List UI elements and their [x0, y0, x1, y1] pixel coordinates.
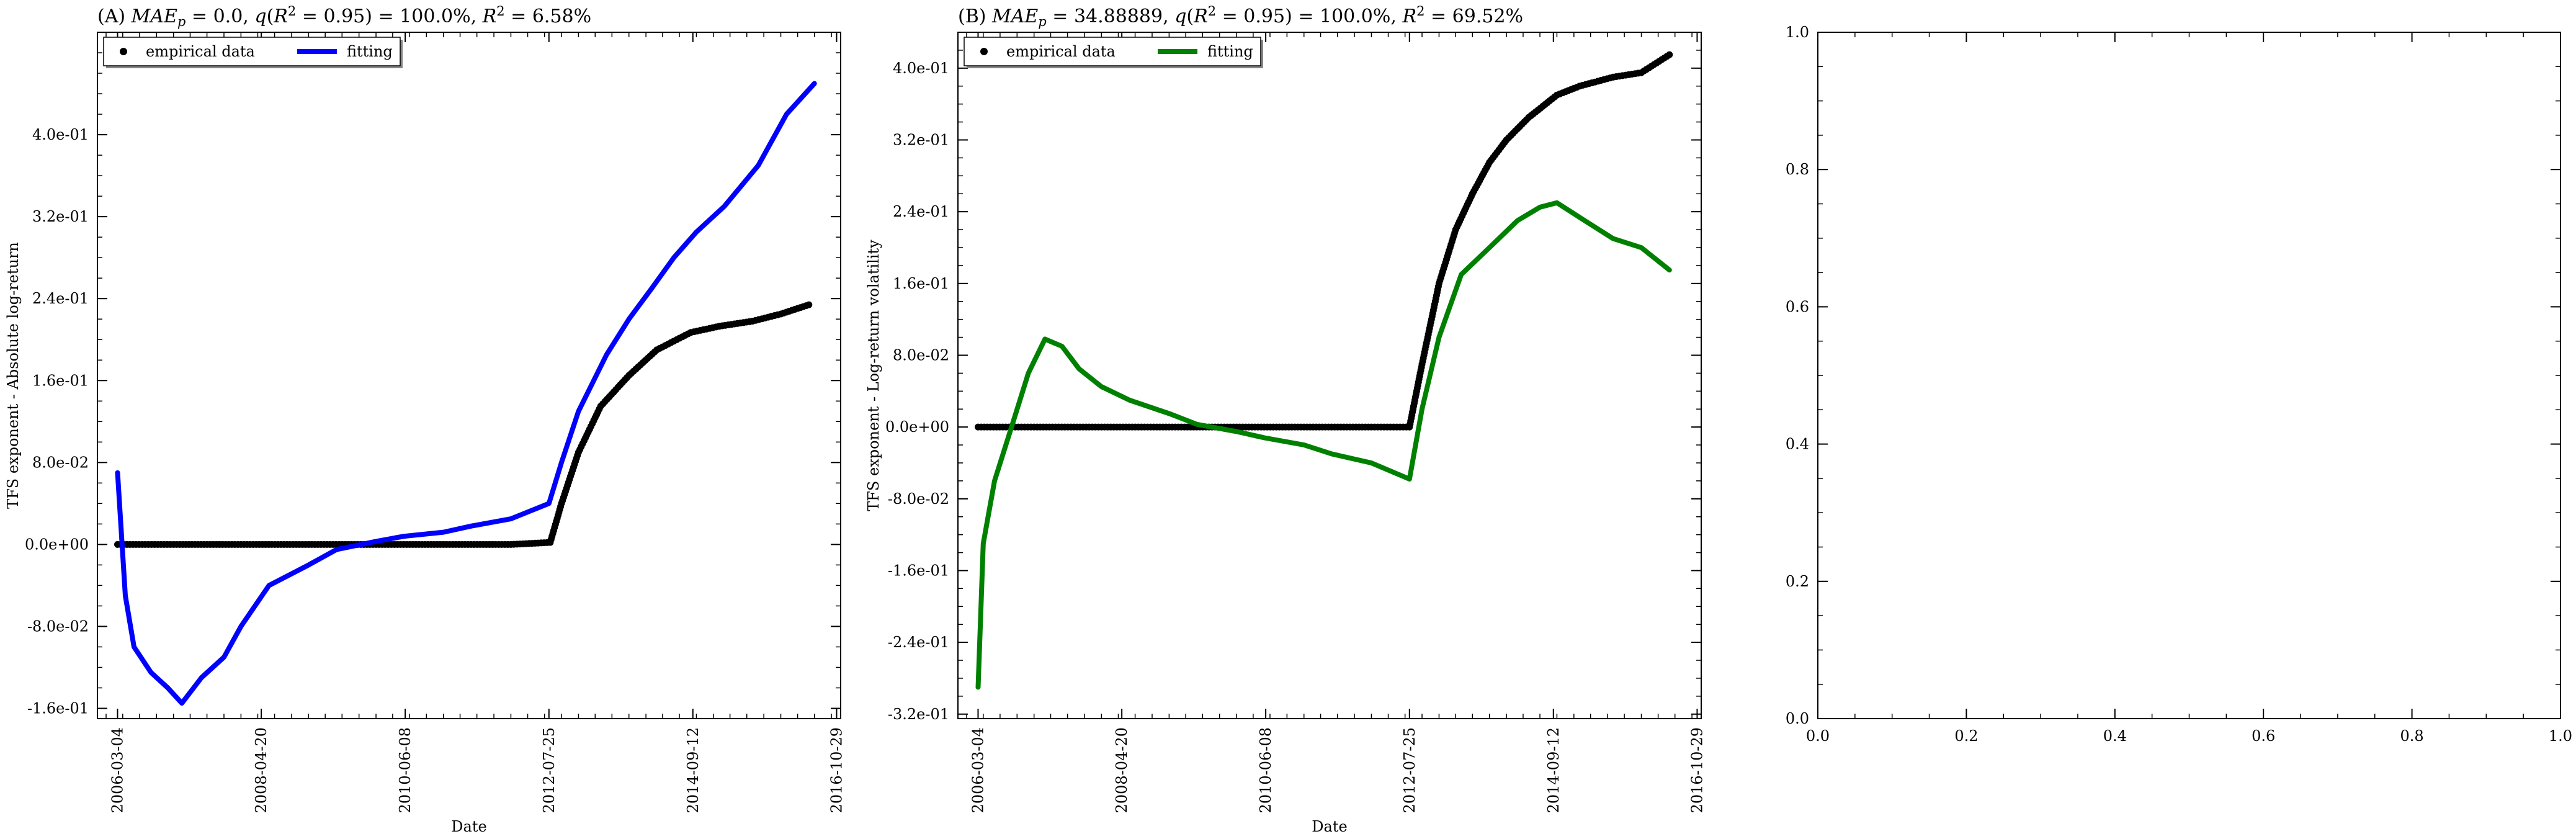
legend-label-empirical: empirical data	[1006, 43, 1116, 60]
y-tick-label: 4.0e-01	[32, 126, 89, 143]
panel-c: 0.0 0.2 0.4 0.6 0.8 1.0 0.0 0.2 0.4 0.6 0.8 1.0	[1786, 24, 2572, 745]
legend-box	[103, 37, 401, 66]
x-tick-label: 0.2	[1954, 727, 1978, 745]
x-tick-label: 2010-06-08	[396, 727, 414, 813]
y-tick-label: 0.0e+00	[885, 418, 949, 436]
panel-title: (B) MAEp = 34.88889, q(R2 = 0.95) = 100.…	[958, 4, 1523, 29]
y-tick-label: 0.2	[1786, 573, 1809, 590]
y-tick-label: 1.6e-01	[32, 372, 89, 389]
x-tick-label: 2008-04-20	[253, 727, 270, 813]
x-tick-label: 2014-09-12	[1545, 727, 1562, 813]
data-point	[1666, 51, 1673, 58]
plot-frame	[957, 32, 1702, 719]
y-tick-label: -8.0e-02	[888, 490, 949, 508]
y-tick-label: 0.6	[1786, 298, 1809, 315]
x-tick-label: 2006-03-04	[969, 727, 986, 813]
y-tick-label: 1.0	[1786, 24, 1809, 41]
y-tick-label: -1.6e-01	[888, 562, 949, 579]
plot-frame	[1817, 32, 2561, 719]
x-tick-label: 0.8	[2400, 727, 2424, 745]
y-tick-label: -2.4e-01	[888, 634, 949, 651]
legend-label-fitting: fitting	[347, 43, 393, 60]
fitting-line	[975, 200, 1672, 690]
y-tick-label: 0.8	[1786, 161, 1809, 178]
x-tick-label: 2016-10-29	[1688, 727, 1706, 813]
legend-label-fitting: fitting	[1207, 43, 1253, 60]
plot-frame	[97, 32, 841, 719]
y-tick-label: 3.2e-01	[893, 131, 949, 148]
x-tick-label: 0.0	[1806, 727, 1830, 745]
legend: empirical data fitting	[103, 37, 403, 68]
y-tick-label: 1.6e-01	[893, 275, 949, 292]
series-empirical-data	[114, 301, 813, 548]
y-tick-label: -8.0e-02	[27, 617, 89, 635]
y-tick-label: 2.4e-01	[893, 203, 949, 220]
y-tick-label: -1.6e-01	[27, 699, 89, 717]
y-tick-label: 3.2e-01	[32, 208, 89, 225]
legend-marker-empirical	[120, 48, 127, 55]
x-tick-label: 2016-10-29	[828, 727, 845, 813]
legend-box	[964, 37, 1261, 66]
fitting-line	[115, 81, 817, 706]
y-axis-label: TFS exponent - Log-return volatility	[865, 240, 882, 511]
x-tick-label: 1.0	[2549, 727, 2572, 745]
y-tick-label: 8.0e-02	[32, 454, 89, 471]
x-tick-label: 2012-07-25	[1401, 727, 1418, 813]
y-tick-label: 0.0e+00	[25, 536, 89, 553]
x-tick-label: 2008-04-20	[1113, 727, 1130, 813]
panel-b: 2006-03-04 2008-04-20 2010-06-08 2012-07-25…	[865, 4, 1706, 835]
panel-a: 2006-03-04 2008-04-20 2010-06-08 2012-07-25…	[4, 4, 845, 835]
legend-label-empirical: empirical data	[146, 43, 255, 60]
x-tick-label: 2006-03-04	[109, 727, 126, 813]
x-tick-label: 0.4	[2103, 727, 2127, 745]
y-tick-label: 0.4	[1786, 436, 1809, 453]
series-fitting	[115, 81, 817, 706]
y-tick-label: -3.2e-01	[888, 706, 949, 723]
series-fitting	[975, 200, 1672, 690]
legend: empirical data fitting	[964, 37, 1263, 68]
data-point	[805, 301, 813, 308]
x-axis-label: Date	[1312, 818, 1347, 835]
x-tick-label: 0.6	[2252, 727, 2275, 745]
y-axis-label: TFS exponent - Absolute log-return	[4, 242, 22, 509]
x-tick-label: 2014-09-12	[684, 727, 702, 813]
y-tick-label: 4.0e-01	[893, 60, 949, 77]
legend-marker-empirical	[980, 48, 988, 55]
y-tick-label: 0.0	[1786, 710, 1809, 727]
y-tick-label: 2.4e-01	[32, 290, 89, 307]
panel-title: (A) MAEp = 0.0, q(R2 = 0.95) = 100.0%, R…	[97, 4, 591, 29]
x-tick-label: 2010-06-08	[1257, 727, 1274, 813]
x-axis-label: Date	[451, 818, 486, 835]
series-empirical-data	[975, 51, 1673, 431]
x-tick-label: 2012-07-25	[540, 727, 558, 813]
y-tick-label: 8.0e-02	[893, 346, 949, 364]
